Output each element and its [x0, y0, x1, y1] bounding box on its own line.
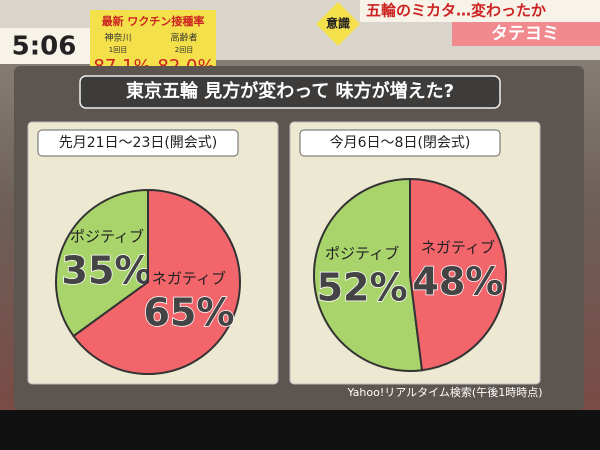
headline: 五輪のミカタ…変わったか — [366, 2, 546, 20]
bezel — [0, 410, 600, 450]
slice-label: ポジティブ — [325, 245, 399, 263]
pie-slice — [55, 188, 149, 338]
panel-title: 先月21日～23日(開会式) — [59, 135, 218, 151]
corner-box — [452, 22, 600, 46]
value-label: 35% — [62, 249, 153, 293]
heading: 東京五輪 見方が変わって 味方が増えた? — [126, 80, 454, 102]
value-label: 65% — [144, 290, 235, 334]
right-tag: 高齢者 — [170, 32, 197, 44]
slice-label: ポジティブ — [70, 228, 144, 246]
panel-title-box — [299, 129, 501, 157]
value-label: 48% — [412, 259, 503, 303]
left-tag: 神奈川 — [104, 32, 131, 44]
badge-shape — [316, 2, 360, 46]
right-sub: 2回目 — [175, 46, 193, 54]
panel-title: 今月6日～8日(閉会式) — [330, 135, 471, 151]
value-label: 52% — [317, 266, 408, 310]
clock-box — [0, 28, 90, 64]
slice-label: ネガティブ — [152, 269, 226, 287]
left-sub: 1回目 — [109, 46, 127, 54]
headline-box — [360, 0, 600, 22]
pie-slice — [409, 177, 507, 372]
badge: 意識 — [326, 16, 350, 31]
pie-slice — [72, 188, 241, 375]
heading-box — [79, 75, 501, 109]
clock: 5:06 — [12, 32, 77, 62]
corner: タテヨミ — [491, 24, 559, 44]
pie-slice — [313, 177, 424, 372]
source: Yahoo!リアルタイム検索(午後1時時点) — [346, 385, 542, 399]
vaccine-title: 最新 ワクチン接種率 — [102, 14, 205, 28]
slice-label: ネガティブ — [421, 238, 495, 256]
panel-title-box — [37, 129, 239, 157]
